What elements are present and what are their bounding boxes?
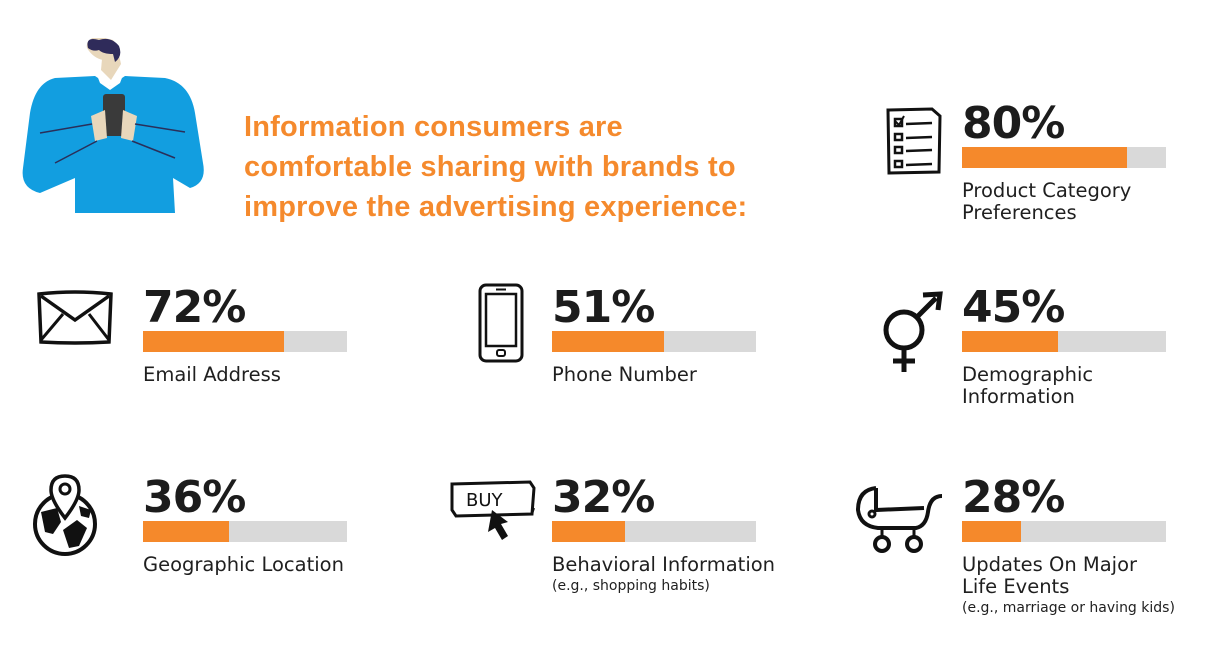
stat-label-line: Product Category [962, 179, 1132, 202]
percentage-value: 72% [143, 282, 246, 333]
envelope-icon [37, 290, 113, 345]
person-with-phone-illustration [22, 38, 204, 213]
buy-button-cursor-icon: BUY [450, 480, 536, 540]
stat-label-line: Information [962, 385, 1075, 408]
globe-pin-icon [33, 474, 97, 556]
stat-label-line: Updates On Major [962, 553, 1138, 576]
stat-label: Behavioral Information (e.g., shopping h… [552, 554, 812, 596]
progress-bar [143, 521, 347, 542]
stat-label: Geographic Location [143, 554, 403, 576]
progress-bar-fill [143, 521, 229, 542]
percentage-value: 45% [962, 282, 1065, 333]
progress-bar-fill [962, 147, 1128, 168]
stat-label: Email Address [143, 364, 403, 386]
stat-label-line: Geographic Location [143, 553, 344, 576]
percentage-value: 80% [962, 98, 1065, 149]
percentage-value: 32% [552, 472, 655, 523]
stat-label: Phone Number [552, 364, 812, 386]
stat-label-line: Life Events [962, 575, 1070, 598]
progress-bar [552, 331, 756, 352]
stat-label: Product Category Preferences [962, 180, 1222, 224]
svg-text:BUY: BUY [466, 490, 504, 511]
percentage-value: 36% [143, 472, 246, 523]
stat-label-line: Phone Number [552, 363, 697, 386]
stat-label-line: Demographic [962, 363, 1094, 386]
percentage-value: 51% [552, 282, 655, 333]
stat-label: Updates On Major Life Events (e.g., marr… [962, 554, 1222, 618]
stat-label: Demographic Information [962, 364, 1222, 408]
stat-note: (e.g., marriage or having kids) [962, 600, 1175, 616]
progress-bar-fill [552, 521, 626, 542]
stat-label-line: Email Address [143, 363, 281, 386]
baby-stroller-icon [855, 486, 943, 553]
progress-bar-fill [143, 331, 284, 352]
progress-bar-fill [962, 521, 1022, 542]
progress-bar-fill [962, 331, 1058, 352]
progress-bar [962, 147, 1166, 168]
headline-line-1: Information consumers are [244, 111, 623, 143]
headline-line-2: comfortable sharing with brands to [244, 151, 736, 183]
smartphone-icon [478, 283, 524, 363]
checklist-icon [886, 107, 942, 175]
stat-label-line: Behavioral Information [552, 553, 776, 576]
progress-bar [143, 331, 347, 352]
progress-bar [962, 331, 1166, 352]
gender-symbol-icon [883, 291, 943, 372]
progress-bar [962, 521, 1166, 542]
percentage-value: 28% [962, 472, 1065, 523]
headline: Information consumers are comfortable sh… [244, 107, 804, 227]
headline-line-3: improve the advertising experience: [244, 191, 748, 223]
stat-label-line: Preferences [962, 201, 1077, 224]
stat-note: (e.g., shopping habits) [552, 578, 710, 594]
progress-bar-fill [552, 331, 665, 352]
progress-bar [552, 521, 756, 542]
